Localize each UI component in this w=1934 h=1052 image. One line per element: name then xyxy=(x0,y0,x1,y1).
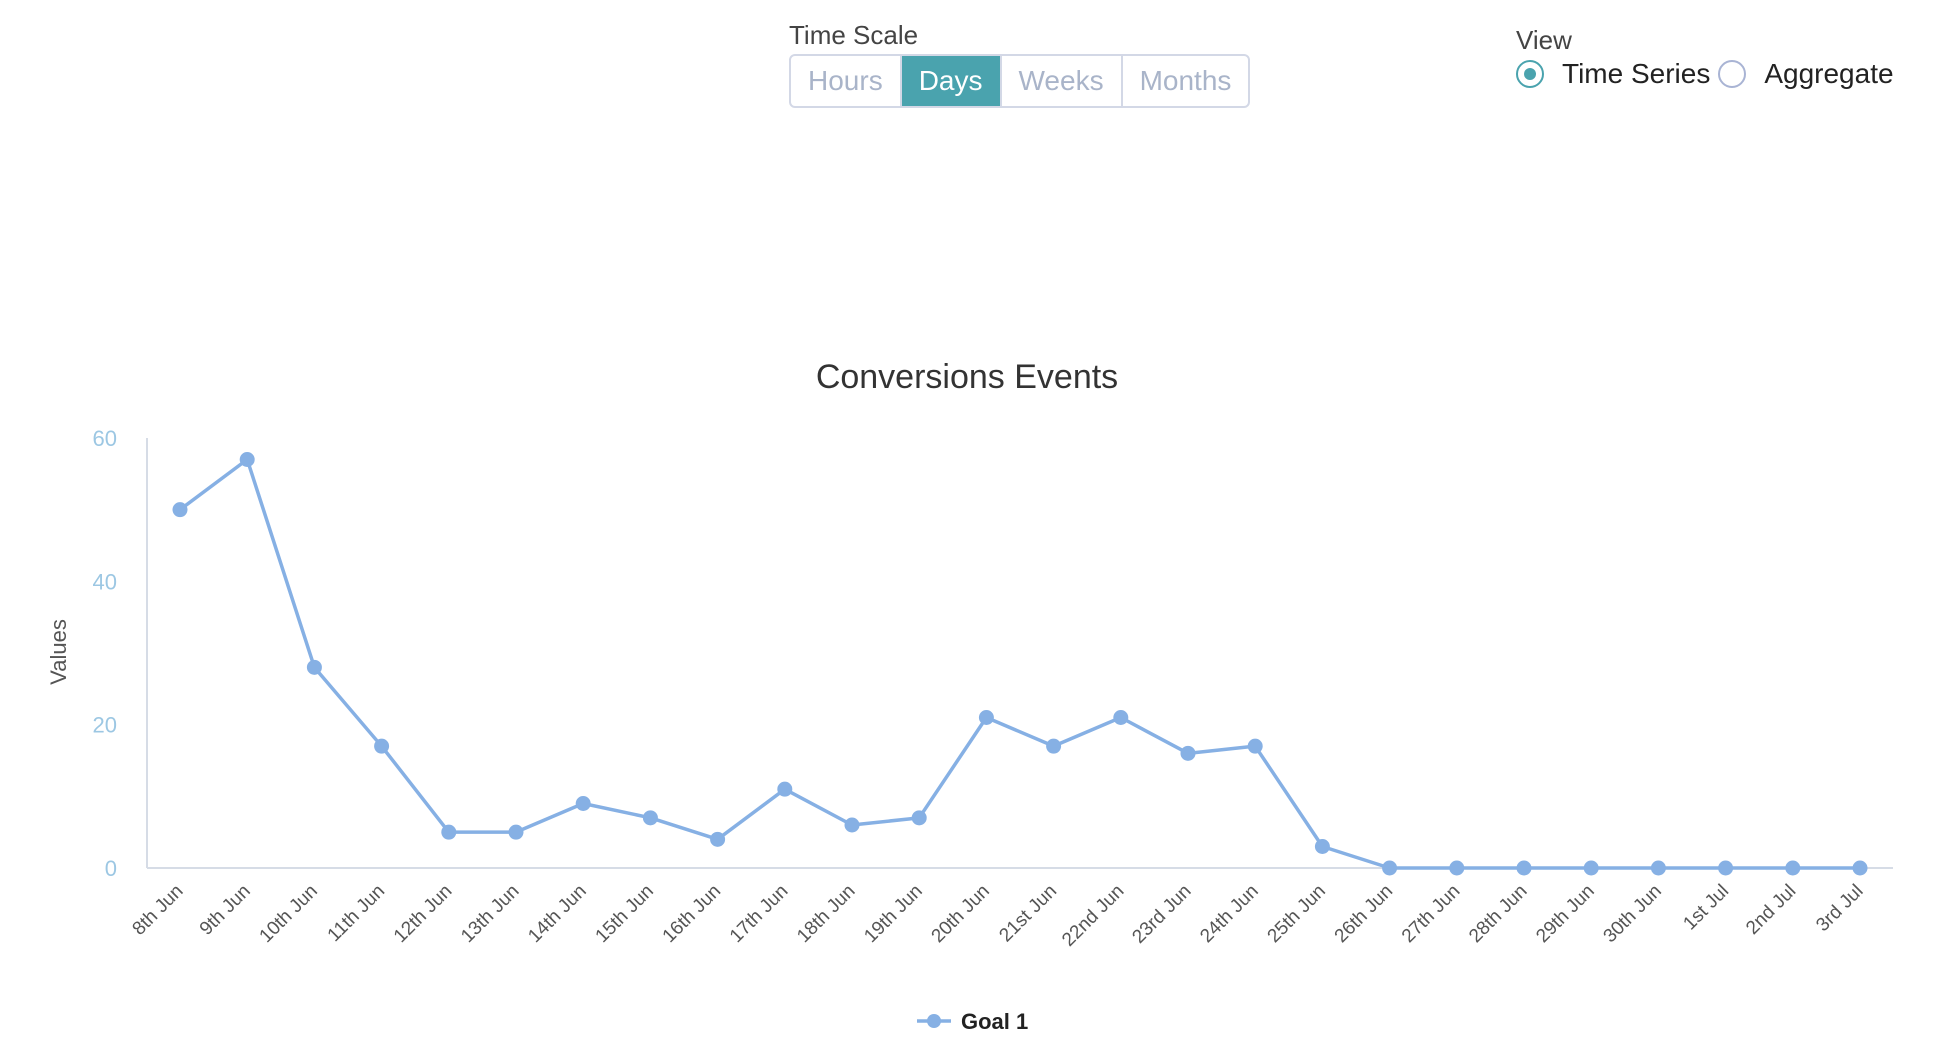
data-point[interactable] xyxy=(1583,860,1599,876)
data-point[interactable] xyxy=(1449,860,1465,876)
view-control: View Time Series Aggregate xyxy=(1516,24,1902,90)
y-tick-label: 0 xyxy=(105,856,117,881)
data-point[interactable] xyxy=(1718,860,1734,876)
view-aggregate-radio[interactable]: Aggregate xyxy=(1718,58,1894,90)
data-point[interactable] xyxy=(1785,860,1801,876)
x-tick-label: 1st Jul xyxy=(1679,881,1733,935)
x-tick-label: 28th Jun xyxy=(1465,881,1531,947)
x-tick-label: 30th Jun xyxy=(1600,881,1666,947)
time-scale-segmented: Hours Days Weeks Months xyxy=(789,54,1251,108)
x-tick-label: 11th Jun xyxy=(324,881,389,946)
x-tick-label: 26th Jun xyxy=(1331,881,1397,947)
data-point[interactable] xyxy=(374,738,390,754)
chart-legend[interactable]: Goal 1 xyxy=(917,1009,1028,1034)
data-point[interactable] xyxy=(844,817,860,833)
data-point[interactable] xyxy=(1314,839,1330,854)
x-tick-label: 18th Jun xyxy=(793,881,859,947)
data-point[interactable] xyxy=(239,452,255,467)
x-tick-label: 27th Jun xyxy=(1398,881,1464,947)
radio-checked-icon[interactable] xyxy=(1516,60,1544,88)
x-tick-label: 17th Jun xyxy=(726,881,792,947)
data-point[interactable] xyxy=(575,796,591,811)
x-tick-label: 2nd Jul xyxy=(1742,881,1800,939)
x-tick-label: 22nd Jun xyxy=(1058,881,1128,951)
data-point[interactable] xyxy=(306,659,322,675)
view-time-series-radio[interactable]: Time Series xyxy=(1516,58,1710,90)
data-point[interactable] xyxy=(1852,860,1868,876)
series-layer xyxy=(172,452,1868,876)
data-point[interactable] xyxy=(1650,860,1666,876)
x-tick-label: 23rd Jun xyxy=(1128,881,1195,948)
data-point[interactable] xyxy=(777,781,793,797)
x-tick-label: 16th Jun xyxy=(659,881,725,947)
x-axis-ticks: 8th Jun 9th Jun 10th Jun 11th Jun 12th Jun 13… xyxy=(129,881,1868,951)
view-radio-group: Time Series Aggregate xyxy=(1516,58,1902,90)
data-point[interactable] xyxy=(441,824,457,840)
legend-label[interactable]: Goal 1 xyxy=(961,1009,1028,1034)
legend-marker-icon xyxy=(927,1014,941,1028)
data-point[interactable] xyxy=(911,810,927,826)
x-tick-label: 12th Jun xyxy=(390,881,456,947)
data-point[interactable] xyxy=(172,502,188,518)
y-tick-label: 60 xyxy=(93,426,117,451)
time-scale-weeks-button[interactable]: Weeks xyxy=(1002,56,1123,106)
data-point[interactable] xyxy=(1180,745,1196,761)
data-point[interactable] xyxy=(1516,860,1532,876)
x-tick-label: 21st Jun xyxy=(995,881,1061,947)
x-tick-label: 10th Jun xyxy=(256,881,322,947)
y-tick-label: 20 xyxy=(93,713,117,738)
x-tick-label: 15th Jun xyxy=(592,881,658,947)
radio-unchecked-icon[interactable] xyxy=(1718,60,1747,88)
x-tick-label: 29th Jun xyxy=(1532,881,1598,947)
x-tick-label: 9th Jun xyxy=(196,881,255,940)
time-scale-days-button[interactable]: Days xyxy=(901,56,1002,106)
y-axis-label: Values xyxy=(46,619,71,685)
x-tick-label: 8th Jun xyxy=(129,881,188,940)
view-aggregate-label: Aggregate xyxy=(1764,58,1894,89)
time-scale-hours-button[interactable]: Hours xyxy=(791,56,902,106)
y-tick-label: 40 xyxy=(93,569,117,594)
x-tick-label: 14th Jun xyxy=(524,881,590,947)
data-point[interactable] xyxy=(1113,710,1129,725)
chart-title: Conversions Events xyxy=(816,358,1118,396)
time-scale-months-button[interactable]: Months xyxy=(1139,65,1232,96)
data-point[interactable] xyxy=(1046,738,1062,754)
x-tick-label: 20th Jun xyxy=(928,881,994,947)
x-tick-label: 24th Jun xyxy=(1196,881,1262,947)
x-tick-label: 13th Jun xyxy=(457,881,523,947)
view-title: View xyxy=(1516,25,1572,55)
chart-axes xyxy=(146,438,1893,869)
data-point[interactable] xyxy=(508,824,524,840)
y-axis-ticks: 0 20 40 60 xyxy=(93,426,117,881)
view-time-series-label: Time Series xyxy=(1562,58,1711,89)
data-point[interactable] xyxy=(978,710,994,725)
time-scale-title: Time Scale xyxy=(789,20,919,50)
data-point[interactable] xyxy=(1247,738,1263,754)
data-point[interactable] xyxy=(1382,860,1398,876)
time-scale-control: Time Scale Hours Days Weeks Months xyxy=(789,20,1251,108)
x-tick-label: 19th Jun xyxy=(860,881,926,947)
data-point[interactable] xyxy=(710,831,726,847)
series-line-goal-1 xyxy=(178,457,1860,870)
x-tick-label: 3rd Jul xyxy=(1812,881,1867,936)
data-point[interactable] xyxy=(642,810,658,826)
x-tick-label: 25th Jun xyxy=(1264,881,1330,947)
